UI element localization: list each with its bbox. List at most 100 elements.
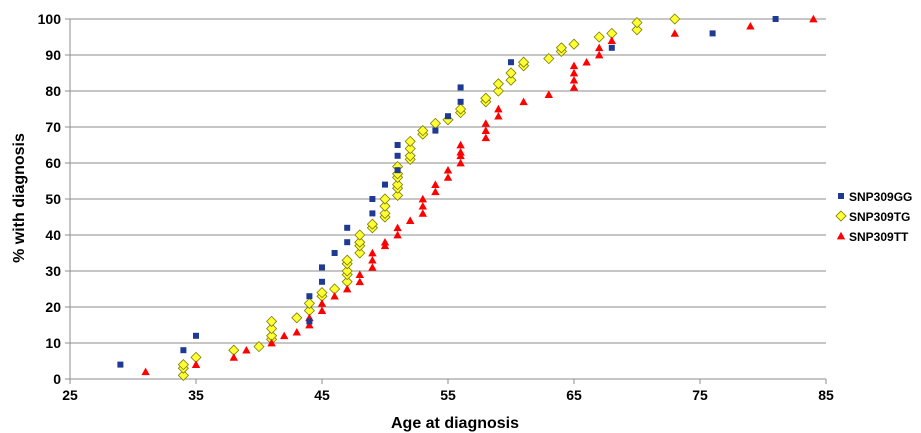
data-point <box>191 360 201 368</box>
data-point <box>456 140 465 149</box>
data-point <box>418 194 427 203</box>
data-point <box>431 187 440 196</box>
data-point <box>631 24 643 36</box>
legend-marker-snp309gg <box>838 193 844 199</box>
data-point <box>481 126 490 134</box>
data-point <box>368 256 377 264</box>
x-tick-label: 45 <box>314 387 330 403</box>
data-point <box>418 209 427 217</box>
data-point <box>431 180 440 188</box>
data-point <box>366 218 378 230</box>
data-point <box>319 264 325 271</box>
data-point <box>253 341 265 353</box>
axes <box>65 18 827 384</box>
data-point <box>669 13 681 25</box>
data-point <box>569 76 579 84</box>
data-point <box>177 369 189 381</box>
data-point <box>709 30 716 37</box>
y-tick-label: 20 <box>45 299 61 315</box>
y-tick-label: 40 <box>45 227 61 243</box>
data-point <box>242 346 251 354</box>
y-tick-label: 0 <box>53 371 61 387</box>
data-point <box>457 98 464 105</box>
data-point <box>355 277 364 286</box>
data-point <box>305 320 314 329</box>
y-tick-label: 60 <box>45 155 61 171</box>
data-point <box>344 239 351 246</box>
y-tick-label: 30 <box>45 263 61 279</box>
x-tick-label: 75 <box>692 387 708 403</box>
data-point <box>582 58 591 66</box>
legend-label: SNP309TG <box>849 210 910 224</box>
data-point <box>317 306 327 314</box>
data-point <box>480 92 492 104</box>
data-point <box>341 265 353 277</box>
data-point <box>404 135 416 147</box>
data-point <box>266 323 278 335</box>
data-point <box>492 85 504 97</box>
data-point <box>595 43 604 52</box>
data-point <box>354 229 366 241</box>
y-tick-label: 100 <box>38 11 62 27</box>
series-snp309tg <box>177 13 681 381</box>
data-point <box>418 202 427 210</box>
data-point <box>266 315 278 327</box>
series-snp309gg <box>117 16 779 368</box>
data-point <box>595 50 604 59</box>
data-point <box>177 359 189 371</box>
data-point <box>670 29 679 37</box>
data-point <box>280 331 289 340</box>
data-point <box>392 189 404 201</box>
x-tick-label: 65 <box>566 387 582 403</box>
data-point <box>368 263 377 271</box>
data-point <box>543 53 555 65</box>
data-point <box>631 17 643 29</box>
data-point <box>392 179 404 191</box>
y-tick-label: 80 <box>45 83 61 99</box>
y-tick-labels: 0 10 20 30 40 50 60 70 80 90 100 <box>38 11 62 387</box>
x-axis-title: Age at diagnosis <box>391 415 519 432</box>
data-point <box>746 22 755 30</box>
legend-marker-snp309tt <box>836 231 846 240</box>
data-point <box>518 56 530 68</box>
data-point <box>354 236 366 248</box>
data-point <box>369 196 376 202</box>
x-tick-label: 25 <box>62 387 78 403</box>
data-point <box>544 90 553 98</box>
data-point <box>341 254 353 266</box>
data-point <box>569 68 579 77</box>
data-point <box>316 287 328 299</box>
data-point <box>319 278 325 285</box>
data-point <box>404 150 416 162</box>
data-point <box>568 38 580 50</box>
data-point <box>331 250 338 256</box>
data-point <box>382 181 388 188</box>
data-point <box>494 104 503 113</box>
data-point <box>355 270 364 278</box>
legend-label: SNP309GG <box>849 190 912 204</box>
data-point <box>379 193 391 205</box>
data-point <box>394 167 401 174</box>
data-point <box>291 312 303 324</box>
data-point <box>406 216 415 224</box>
gridlines <box>70 18 826 344</box>
data-point <box>455 103 467 115</box>
data-point <box>380 238 390 246</box>
y-tick-label: 90 <box>45 47 61 63</box>
legend-label: SNP309TT <box>849 230 909 244</box>
data-point <box>354 247 366 259</box>
data-point <box>180 347 187 354</box>
series-layer <box>117 13 818 381</box>
data-point <box>457 84 464 91</box>
data-point <box>456 148 465 156</box>
x-tick-label: 55 <box>440 387 456 403</box>
data-point <box>456 158 465 167</box>
data-point <box>292 328 301 336</box>
y-axis-title: % with diagnosis <box>11 133 28 263</box>
data-point <box>267 338 276 347</box>
y-tick-label: 10 <box>45 335 61 351</box>
data-point <box>379 207 391 219</box>
data-point <box>117 361 124 368</box>
y-tick-label: 70 <box>45 119 61 135</box>
